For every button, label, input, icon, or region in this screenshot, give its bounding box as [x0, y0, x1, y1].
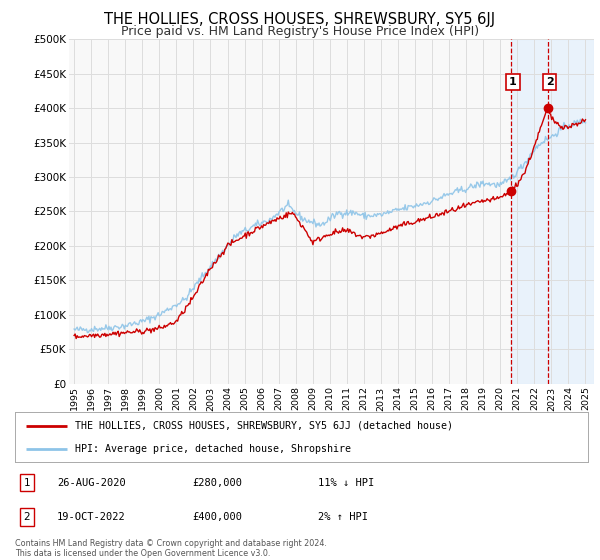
Text: 2: 2: [23, 512, 31, 522]
Text: 2: 2: [546, 77, 554, 87]
Text: THE HOLLIES, CROSS HOUSES, SHREWSBURY, SY5 6JJ (detached house): THE HOLLIES, CROSS HOUSES, SHREWSBURY, S…: [75, 421, 453, 431]
Text: 11% ↓ HPI: 11% ↓ HPI: [318, 478, 374, 488]
Text: Contains HM Land Registry data © Crown copyright and database right 2024.: Contains HM Land Registry data © Crown c…: [15, 539, 327, 548]
Text: £280,000: £280,000: [192, 478, 242, 488]
Text: 26-AUG-2020: 26-AUG-2020: [57, 478, 126, 488]
Text: THE HOLLIES, CROSS HOUSES, SHREWSBURY, SY5 6JJ: THE HOLLIES, CROSS HOUSES, SHREWSBURY, S…: [104, 12, 496, 27]
Text: 19-OCT-2022: 19-OCT-2022: [57, 512, 126, 522]
Text: 1: 1: [23, 478, 31, 488]
Text: 1: 1: [509, 77, 517, 87]
Text: This data is licensed under the Open Government Licence v3.0.: This data is licensed under the Open Gov…: [15, 549, 271, 558]
Text: 2% ↑ HPI: 2% ↑ HPI: [318, 512, 368, 522]
Text: Price paid vs. HM Land Registry's House Price Index (HPI): Price paid vs. HM Land Registry's House …: [121, 25, 479, 38]
Text: £400,000: £400,000: [192, 512, 242, 522]
Text: HPI: Average price, detached house, Shropshire: HPI: Average price, detached house, Shro…: [75, 445, 351, 454]
Bar: [511, 39, 594, 384]
